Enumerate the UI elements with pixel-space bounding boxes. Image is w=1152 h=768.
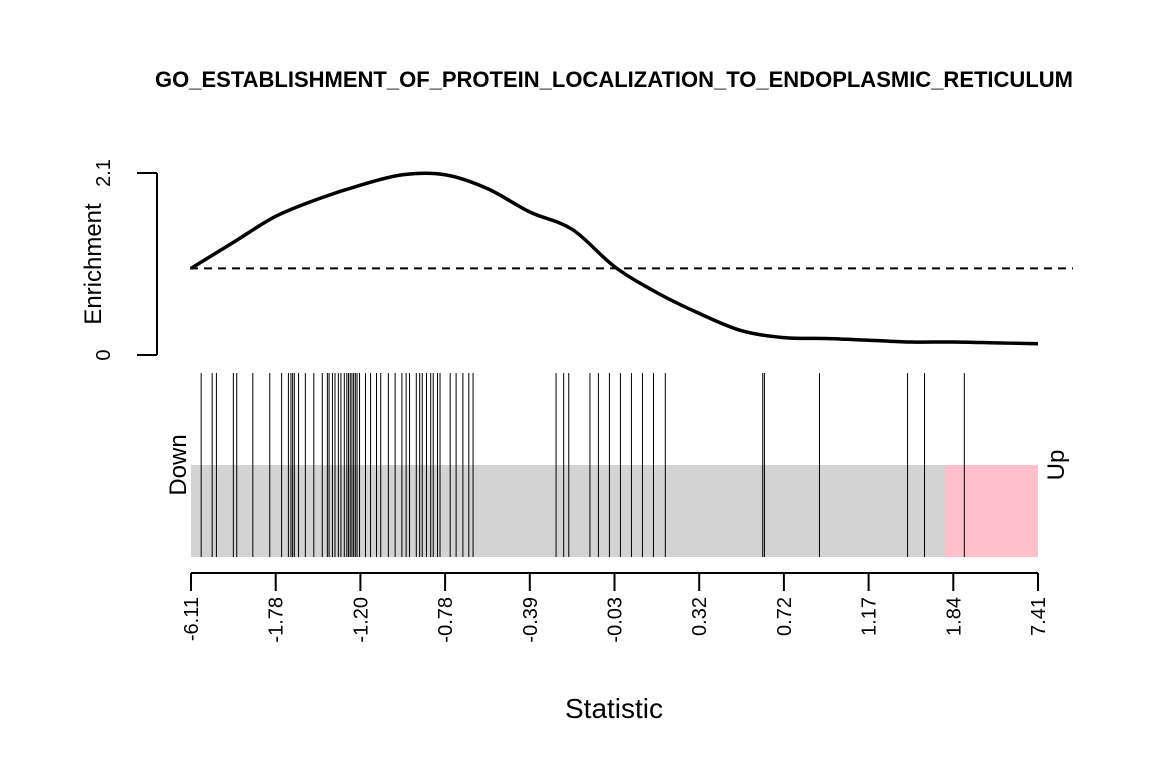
down-label: Down bbox=[165, 434, 192, 495]
x-tick-label: -0.03 bbox=[605, 597, 627, 643]
barcode-lines bbox=[200, 373, 965, 557]
x-tick-label: -0.78 bbox=[435, 597, 457, 643]
x-tick-label: -6.11 bbox=[181, 597, 203, 641]
x-tick-label: 1.84 bbox=[943, 597, 965, 636]
x-tick-label: 1.17 bbox=[859, 597, 881, 636]
middle-region bbox=[191, 465, 1038, 557]
enrichment-panel: 2.1 0 Enrichment bbox=[80, 159, 1073, 361]
chart-title: GO_ESTABLISHMENT_OF_PROTEIN_LOCALIZATION… bbox=[155, 67, 1073, 92]
y-tick-label-min: 0 bbox=[93, 349, 115, 360]
x-tick-label: 0.32 bbox=[689, 597, 711, 636]
x-tick-label: -1.20 bbox=[350, 597, 372, 643]
barcode-panel: Down Up bbox=[165, 373, 1070, 557]
x-tick-label: -1.78 bbox=[266, 597, 288, 643]
up-label: Up bbox=[1043, 450, 1070, 481]
up-region bbox=[944, 465, 1038, 557]
y-tick-label-max: 2.1 bbox=[93, 159, 115, 187]
x-tick-label: -0.39 bbox=[520, 597, 542, 643]
x-tick-label: 7.41 bbox=[1028, 597, 1050, 636]
x-axis-label: Statistic bbox=[565, 693, 663, 724]
x-axis: -6.11 -1.78 -1.20 -0.78 -0.39 -0.03 0.32 0.72 1.… bbox=[181, 572, 1050, 643]
x-ticks: -6.11 -1.78 -1.20 -0.78 -0.39 -0.03 0.32 0.72 1.… bbox=[181, 573, 1050, 643]
enrichment-curve bbox=[190, 171, 1039, 346]
y-axis-label: Enrichment bbox=[80, 203, 107, 325]
x-tick-label: 0.72 bbox=[774, 597, 796, 636]
